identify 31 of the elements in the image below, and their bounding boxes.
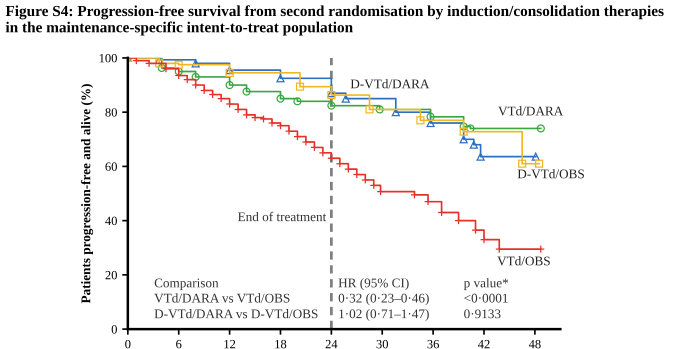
y-tick-label: 100 (100, 54, 117, 62)
annotation: 0·9133 (464, 309, 501, 318)
series-label: D-VTd/DARA (350, 79, 430, 88)
ref-line-label: End of treatment (238, 212, 326, 222)
annotation: D-VTd/DARA vs D-VTd/OBS (154, 309, 318, 318)
annotation: <0·0001 (464, 294, 508, 303)
annotation: HR (95% CI) (338, 278, 409, 290)
annotation: 0·32 (0·23–0·46) (338, 293, 429, 306)
x-tick-label: 6 (176, 340, 182, 348)
x-tick-label: 0 (125, 340, 130, 348)
y-tick-label: 40 (105, 216, 117, 226)
annotation: Comparison (154, 278, 218, 290)
series-label: VTd/OBS (497, 256, 550, 266)
y-axis-title: Patients progression-free and alive (%) (80, 84, 94, 304)
annotation: 1·02 (0·71–1·47) (339, 309, 429, 321)
x-tick-label: 30 (376, 340, 388, 348)
y-tick-label: 20 (105, 270, 117, 280)
y-tick-label: 60 (105, 162, 117, 171)
x-tick-label: 36 (427, 340, 439, 348)
annotation: VTd/DARA vs VTd/OBS (154, 293, 290, 303)
x-tick-label: 24 (326, 340, 338, 348)
x-tick-label: 48 (528, 340, 541, 348)
chart-title: Figure S4: Progression-free survival from second randomisation by induction/consolidation therapies in the maintenance-specific intent-to-treat population (6, 5, 664, 36)
annotation: p value* (464, 278, 508, 290)
series-label: VTd/DARA (498, 106, 564, 116)
y-tick-label: 80 (105, 108, 117, 117)
x-tick-label: 18 (275, 340, 286, 348)
x-tick-label: 42 (478, 340, 490, 348)
y-tick-label: 0 (112, 325, 117, 334)
x-tick-label: 12 (224, 340, 236, 348)
series-label: D-VTd/OBS (518, 169, 584, 178)
